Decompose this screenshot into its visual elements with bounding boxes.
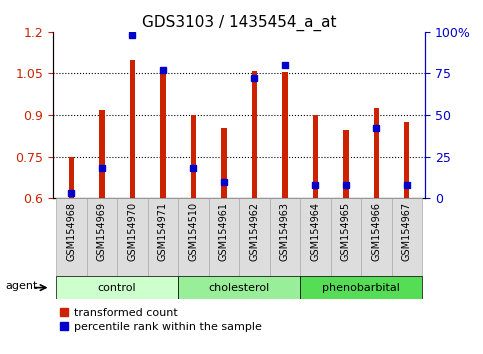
Bar (392, 198, 422, 276)
Bar (99, 109, 105, 198)
Bar (373, 108, 379, 198)
Bar (330, 198, 361, 276)
Bar (86, 198, 117, 276)
Bar (178, 276, 300, 299)
Text: GSM154964: GSM154964 (310, 202, 320, 261)
Legend: transformed count, percentile rank within the sample: transformed count, percentile rank withi… (59, 308, 262, 332)
Text: cholesterol: cholesterol (209, 282, 270, 293)
Bar (160, 74, 166, 198)
Bar (252, 71, 257, 198)
Bar (300, 198, 330, 276)
Bar (117, 198, 148, 276)
Bar (129, 59, 135, 198)
Bar (239, 198, 270, 276)
Bar (178, 198, 209, 276)
Text: GSM154970: GSM154970 (128, 202, 137, 261)
Text: GSM154510: GSM154510 (188, 202, 199, 261)
Text: control: control (98, 282, 137, 293)
Text: GSM154965: GSM154965 (341, 202, 351, 261)
Bar (313, 115, 318, 198)
Bar (300, 276, 422, 299)
Text: GSM154967: GSM154967 (402, 202, 412, 261)
Bar (361, 198, 392, 276)
Text: phenobarbital: phenobarbital (322, 282, 400, 293)
Text: agent: agent (5, 281, 38, 291)
Bar (56, 276, 178, 299)
Bar (404, 122, 410, 198)
Bar (191, 115, 196, 198)
Bar (209, 198, 239, 276)
Text: GSM154962: GSM154962 (249, 202, 259, 261)
Bar (282, 72, 287, 198)
Text: GSM154966: GSM154966 (371, 202, 381, 261)
Text: GSM154971: GSM154971 (158, 202, 168, 261)
Bar (270, 198, 300, 276)
Bar (148, 198, 178, 276)
Text: GSM154968: GSM154968 (67, 202, 76, 261)
Bar (69, 156, 74, 198)
Bar (221, 127, 227, 198)
Text: GSM154961: GSM154961 (219, 202, 229, 261)
Bar (56, 198, 86, 276)
Text: GSM154963: GSM154963 (280, 202, 290, 261)
Title: GDS3103 / 1435454_a_at: GDS3103 / 1435454_a_at (142, 14, 336, 30)
Text: GSM154969: GSM154969 (97, 202, 107, 261)
Bar (343, 130, 349, 198)
